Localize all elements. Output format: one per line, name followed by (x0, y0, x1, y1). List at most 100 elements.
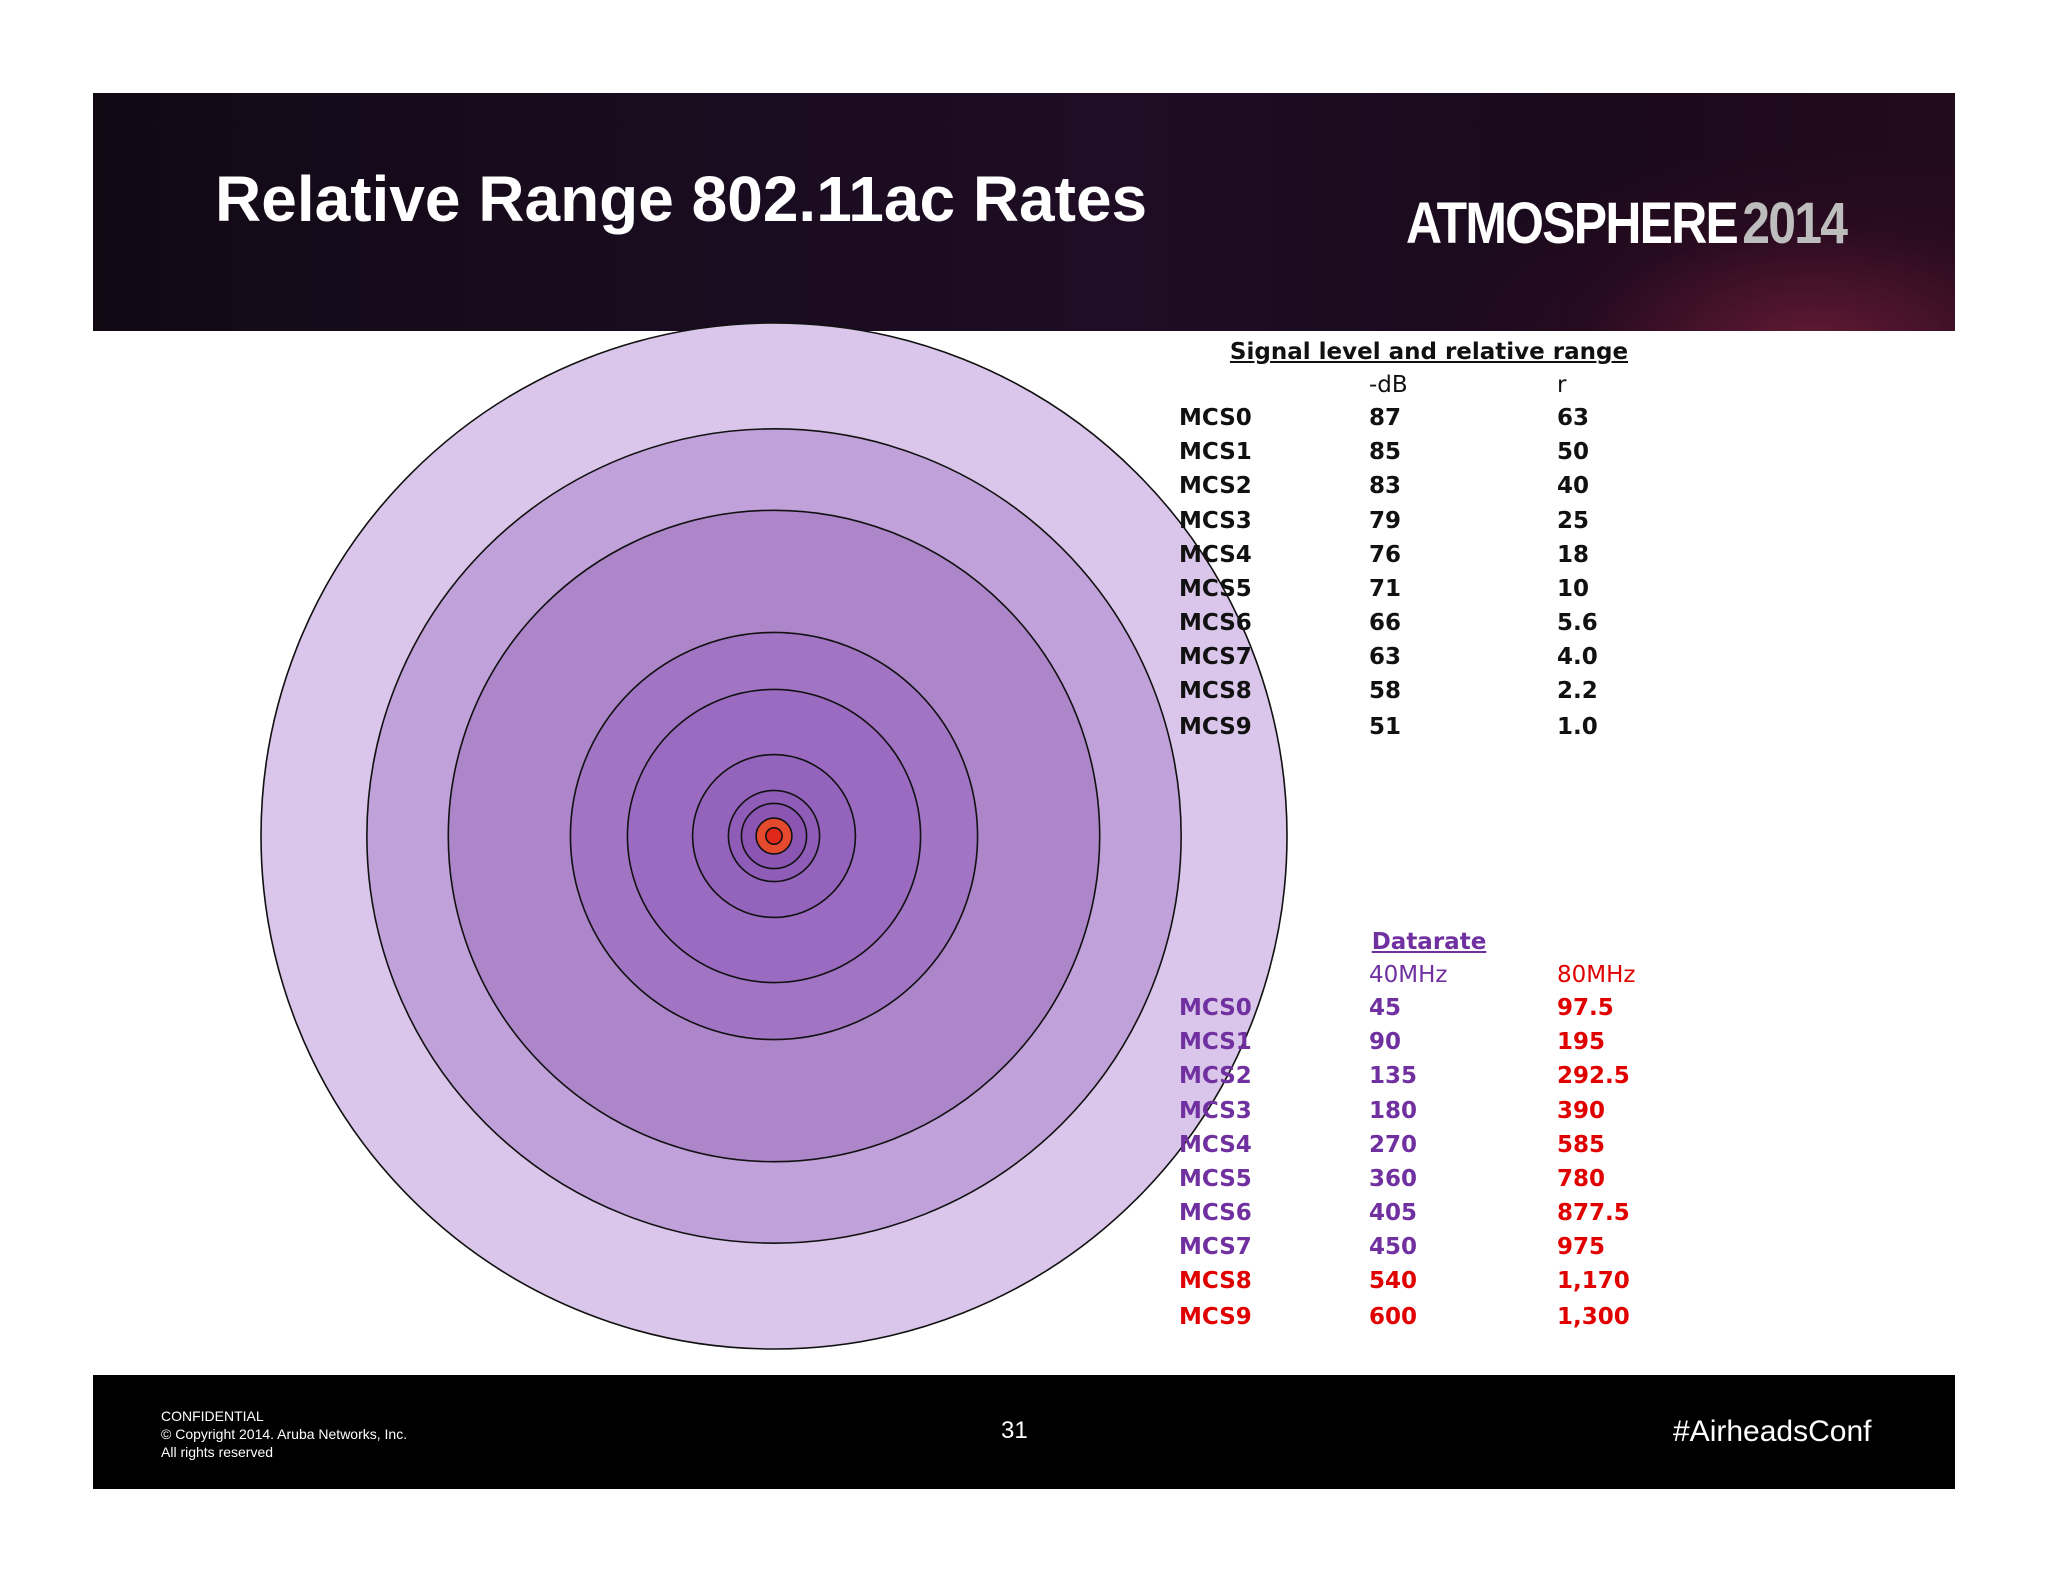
datarate-cell-mcs: MCS3 (1179, 1098, 1252, 1124)
datarate-row: MCS0 45 97.5 (1179, 995, 1679, 1025)
datarate-cell-mcs: MCS7 (1179, 1234, 1252, 1260)
brand-logo: ATMOSPHERE2014 (1406, 188, 1848, 260)
signal-row: MCS8 58 2.2 (1179, 678, 1679, 708)
signal-table-header-db: -dB (1369, 372, 1408, 398)
signal-cell-r: 18 (1557, 542, 1590, 568)
signal-table-caption: Signal level and relative range (1229, 339, 1629, 365)
signal-cell-mcs: MCS1 (1179, 439, 1252, 465)
range-ring-mcs9 (765, 827, 783, 845)
datarate-cell-mhz80: 390 (1557, 1098, 1606, 1124)
signal-cell-r: 2.2 (1557, 678, 1598, 704)
datarate-cell-mhz80: 585 (1557, 1132, 1606, 1158)
confidential-notice: CONFIDENTIAL © Copyright 2014. Aruba Net… (161, 1407, 407, 1461)
datarate-cell-mcs: MCS6 (1179, 1200, 1252, 1226)
datarate-table-header-40mhz: 40MHz (1369, 962, 1448, 988)
datarate-table-caption: Datarate (1371, 929, 1487, 955)
signal-cell-mcs: MCS6 (1179, 610, 1252, 636)
datarate-cell-mcs: MCS2 (1179, 1063, 1252, 1089)
signal-cell-mcs: MCS0 (1179, 405, 1252, 431)
datarate-cell-mhz40: 180 (1369, 1098, 1418, 1124)
datarate-cell-mhz40: 405 (1369, 1200, 1418, 1226)
slide: Relative Range 802.11ac Rates ATMOSPHERE… (93, 93, 1955, 1489)
signal-cell-mcs: MCS8 (1179, 678, 1252, 704)
signal-cell-db: 51 (1369, 714, 1402, 740)
signal-cell-db: 79 (1369, 508, 1402, 534)
datarate-cell-mcs: MCS5 (1179, 1166, 1252, 1192)
datarate-row: MCS9 600 1,300 (1179, 1304, 1679, 1334)
signal-cell-db: 58 (1369, 678, 1402, 704)
signal-row: MCS7 63 4.0 (1179, 644, 1679, 674)
datarate-cell-mhz40: 270 (1369, 1132, 1418, 1158)
signal-cell-r: 63 (1557, 405, 1590, 431)
datarate-cell-mcs: MCS0 (1179, 995, 1252, 1021)
signal-row: MCS9 51 1.0 (1179, 714, 1679, 744)
datarate-table-header-80mhz: 80MHz (1557, 962, 1636, 988)
datarate-cell-mhz80: 780 (1557, 1166, 1606, 1192)
signal-cell-r: 4.0 (1557, 644, 1598, 670)
datarate-cell-mhz40: 450 (1369, 1234, 1418, 1260)
signal-cell-db: 66 (1369, 610, 1402, 636)
datarate-cell-mhz40: 360 (1369, 1166, 1418, 1192)
signal-table-header-r: r (1557, 372, 1567, 398)
slide-header: Relative Range 802.11ac Rates ATMOSPHERE… (93, 93, 1955, 331)
slide-footer: CONFIDENTIAL © Copyright 2014. Aruba Net… (93, 1375, 1955, 1489)
signal-cell-r: 25 (1557, 508, 1590, 534)
datarate-cell-mhz40: 600 (1369, 1304, 1418, 1330)
slide-title: Relative Range 802.11ac Rates (215, 163, 1148, 235)
signal-cell-db: 71 (1369, 576, 1402, 602)
confidential-label: CONFIDENTIAL (161, 1408, 264, 1424)
signal-cell-db: 63 (1369, 644, 1402, 670)
signal-row: MCS3 79 25 (1179, 508, 1679, 538)
signal-cell-r: 5.6 (1557, 610, 1598, 636)
brand-logo-year: 2014 (1742, 191, 1848, 256)
datarate-cell-mcs: MCS4 (1179, 1132, 1252, 1158)
datarate-row: MCS7 450 975 (1179, 1234, 1679, 1264)
signal-row: MCS4 76 18 (1179, 542, 1679, 572)
signal-cell-db: 83 (1369, 473, 1402, 499)
datarate-cell-mhz80: 292.5 (1557, 1063, 1630, 1089)
signal-cell-mcs: MCS5 (1179, 576, 1252, 602)
datarate-cell-mhz80: 975 (1557, 1234, 1606, 1260)
signal-cell-mcs: MCS2 (1179, 473, 1252, 499)
datarate-cell-mhz80: 97.5 (1557, 995, 1614, 1021)
datarate-row: MCS5 360 780 (1179, 1166, 1679, 1196)
datarate-row: MCS6 405 877.5 (1179, 1200, 1679, 1230)
signal-row: MCS1 85 50 (1179, 439, 1679, 469)
datarate-cell-mhz80: 195 (1557, 1029, 1606, 1055)
signal-cell-mcs: MCS4 (1179, 542, 1252, 568)
signal-cell-db: 76 (1369, 542, 1402, 568)
signal-cell-db: 87 (1369, 405, 1402, 431)
datarate-cell-mhz40: 135 (1369, 1063, 1418, 1089)
datarate-cell-mhz40: 45 (1369, 995, 1402, 1021)
rights-text: All rights reserved (161, 1444, 274, 1460)
signal-cell-db: 85 (1369, 439, 1402, 465)
datarate-cell-mcs: MCS8 (1179, 1268, 1252, 1294)
datarate-row: MCS1 90 195 (1179, 1029, 1679, 1059)
datarate-cell-mhz80: 877.5 (1557, 1200, 1630, 1226)
datarate-cell-mhz40: 540 (1369, 1268, 1418, 1294)
signal-cell-mcs: MCS3 (1179, 508, 1252, 534)
datarate-cell-mhz80: 1,170 (1557, 1268, 1630, 1294)
signal-row: MCS2 83 40 (1179, 473, 1679, 503)
signal-row: MCS5 71 10 (1179, 576, 1679, 606)
datarate-row: MCS4 270 585 (1179, 1132, 1679, 1162)
brand-logo-word: ATMOSPHERE (1406, 191, 1739, 256)
datarate-cell-mcs: MCS1 (1179, 1029, 1252, 1055)
signal-cell-mcs: MCS9 (1179, 714, 1252, 740)
signal-cell-mcs: MCS7 (1179, 644, 1252, 670)
signal-row: MCS6 66 5.6 (1179, 610, 1679, 640)
datarate-cell-mhz80: 1,300 (1557, 1304, 1630, 1330)
datarate-row: MCS2 135 292.5 (1179, 1063, 1679, 1093)
signal-cell-r: 50 (1557, 439, 1590, 465)
conference-hashtag: #AirheadsConf (1673, 1415, 1872, 1448)
datarate-cell-mhz40: 90 (1369, 1029, 1402, 1055)
signal-cell-r: 1.0 (1557, 714, 1598, 740)
signal-cell-r: 40 (1557, 473, 1590, 499)
copyright-text: © Copyright 2014. Aruba Networks, Inc. (161, 1426, 408, 1442)
page-number: 31 (1001, 1417, 1028, 1444)
datarate-cell-mcs: MCS9 (1179, 1304, 1252, 1330)
datarate-row: MCS3 180 390 (1179, 1098, 1679, 1128)
range-rings-diagram (260, 322, 1288, 1350)
signal-cell-r: 10 (1557, 576, 1590, 602)
